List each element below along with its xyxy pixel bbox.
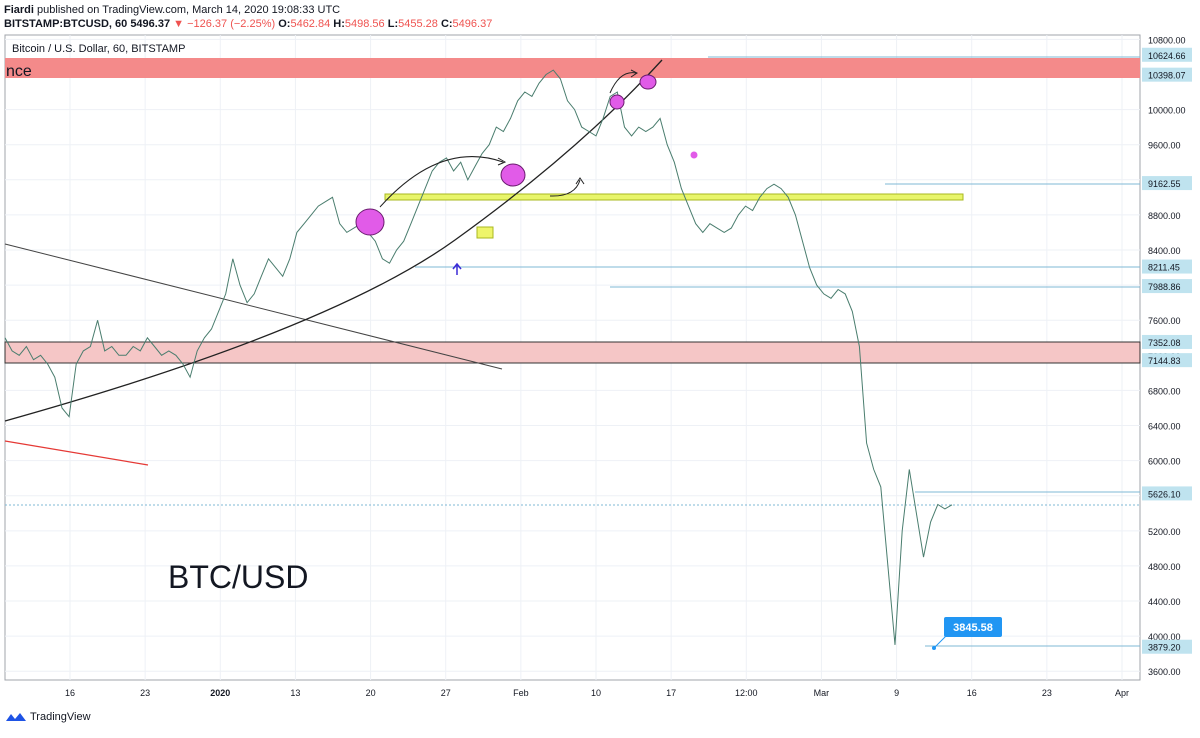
x-tick-label: 2020 xyxy=(210,688,230,698)
price-series-line xyxy=(4,69,953,645)
author-name: Fiardi xyxy=(4,4,34,16)
x-tick-label: 27 xyxy=(441,688,451,698)
tradingview-logo-icon xyxy=(6,713,26,721)
close-label: C: xyxy=(440,18,453,30)
price-level-tag xyxy=(1142,259,1192,274)
price-level-tag xyxy=(1142,176,1192,191)
circle-marker xyxy=(500,163,526,187)
y-tick-label: 8400.00 xyxy=(1148,246,1181,256)
arc-arrow xyxy=(609,72,637,94)
price-level-label: 8211.45 xyxy=(1148,263,1180,273)
price-level-label: 7144.83 xyxy=(1148,356,1181,366)
arrowhead xyxy=(630,69,638,78)
pair-text: BTC/USD xyxy=(168,559,308,595)
x-tick-label: Mar xyxy=(814,688,830,698)
open-label: O: xyxy=(278,18,291,30)
y-tick-label: 9600.00 xyxy=(1148,141,1181,151)
red-trendline xyxy=(4,440,149,466)
price-level-label: 10398.07 xyxy=(1148,71,1186,81)
chart-legend-title: Bitcoin / U.S. Dollar, 60, BITSTAMP xyxy=(12,43,185,55)
y-tick-label: 6800.00 xyxy=(1148,386,1181,396)
x-tick-label: 10 xyxy=(591,688,601,698)
ohlc-line: BITSTAMP:BTCUSD, 60 5496.37 ▼ −126.37 (−… xyxy=(4,18,492,30)
x-tick-label: Feb xyxy=(513,688,529,698)
arrowhead xyxy=(497,157,507,166)
zone-label: nce xyxy=(6,63,32,80)
price-level-tag xyxy=(1142,353,1192,368)
publish-line: Fiardi published on TradingView.com, Mar… xyxy=(4,4,340,16)
y-tick-label: 6400.00 xyxy=(1148,422,1181,432)
callout-leader xyxy=(933,635,947,649)
descending-trendline xyxy=(4,243,503,370)
x-tick-label: 23 xyxy=(1042,688,1052,698)
published-text: published on TradingView.com, March 14, … xyxy=(37,4,341,16)
price-level-tag xyxy=(1142,67,1192,82)
price-level-label: 10624.66 xyxy=(1148,51,1186,61)
arrowhead xyxy=(575,177,585,185)
price-level-tag xyxy=(1142,639,1192,654)
low-label: L: xyxy=(387,18,399,30)
y-tick-label: 3600.00 xyxy=(1148,667,1181,677)
x-tick-label: 9 xyxy=(894,688,899,698)
parabolic-curve xyxy=(4,59,663,422)
up-arrow-icon xyxy=(452,262,462,275)
y-tick-label: 4000.00 xyxy=(1148,632,1181,642)
time-axis[interactable]: 16 23 2020 13 20 27 Feb 10 17 12:00 Mar 9 16 23 Apr xyxy=(65,688,1129,698)
footer-brand: TradingView xyxy=(30,711,91,723)
close-value: 5496.37 xyxy=(452,18,493,30)
y-tick-label: 4400.00 xyxy=(1148,597,1181,607)
x-tick-label: 16 xyxy=(967,688,977,698)
high-value: 5498.56 xyxy=(344,18,385,30)
price-level-label: 9162.55 xyxy=(1148,179,1181,189)
x-tick-label: 20 xyxy=(366,688,376,698)
price-level-label: 5626.10 xyxy=(1148,489,1181,499)
y-tick-label: 10000.00 xyxy=(1148,106,1186,116)
open-value: 5462.84 xyxy=(290,18,331,30)
price-level-tag xyxy=(1142,486,1192,501)
x-tick-label: Apr xyxy=(1115,688,1129,698)
symbol-label: BITSTAMP:BTCUSD, 60 xyxy=(4,18,128,30)
x-tick-label: 12:00 xyxy=(735,688,758,698)
yellow-marker xyxy=(476,226,494,239)
yellow-zone xyxy=(384,193,964,201)
price-level-label: 7988.86 xyxy=(1148,282,1181,292)
y-tick-label: 10800.00 xyxy=(1148,35,1186,45)
x-tick-label: 16 xyxy=(65,688,75,698)
y-tick-label: 5200.00 xyxy=(1148,527,1181,537)
change-value: ▼ −126.37 (−2.25%) xyxy=(173,18,276,30)
y-tick-label: 4800.00 xyxy=(1148,562,1181,572)
arc-arrow xyxy=(549,179,581,197)
low-value: 5455.28 xyxy=(398,18,438,30)
x-tick-label: 23 xyxy=(140,688,150,698)
resistance-zone xyxy=(5,58,1140,78)
x-tick-label: 17 xyxy=(666,688,676,698)
price-level-tag xyxy=(1142,334,1192,349)
price-level-label: 7352.08 xyxy=(1148,338,1181,348)
circle-marker xyxy=(609,94,625,110)
low-callout-box xyxy=(944,617,1002,637)
arc-arrow xyxy=(379,156,504,208)
y-tick-label: 6000.00 xyxy=(1148,457,1181,467)
price-level-tag xyxy=(1142,47,1192,62)
last-price: 5496.37 xyxy=(130,18,171,30)
x-tick-label: 13 xyxy=(290,688,300,698)
circle-marker xyxy=(355,208,385,236)
tradingview-footer[interactable]: TradingView xyxy=(6,711,91,723)
dot-marker xyxy=(690,151,698,159)
y-tick-label: 8800.00 xyxy=(1148,211,1181,221)
price-level-label: 3879.20 xyxy=(1148,643,1181,653)
support-zone xyxy=(4,341,1141,364)
price-level-labels: 10624.66 10398.07 9162.55 8211.45 7988.86 735… xyxy=(1142,47,1192,654)
price-level-tag xyxy=(1142,279,1192,294)
high-label: H: xyxy=(333,18,345,30)
y-tick-label: 7600.00 xyxy=(1148,316,1181,326)
low-callout-label: 3845.58 xyxy=(953,622,993,634)
circle-marker xyxy=(639,74,657,90)
